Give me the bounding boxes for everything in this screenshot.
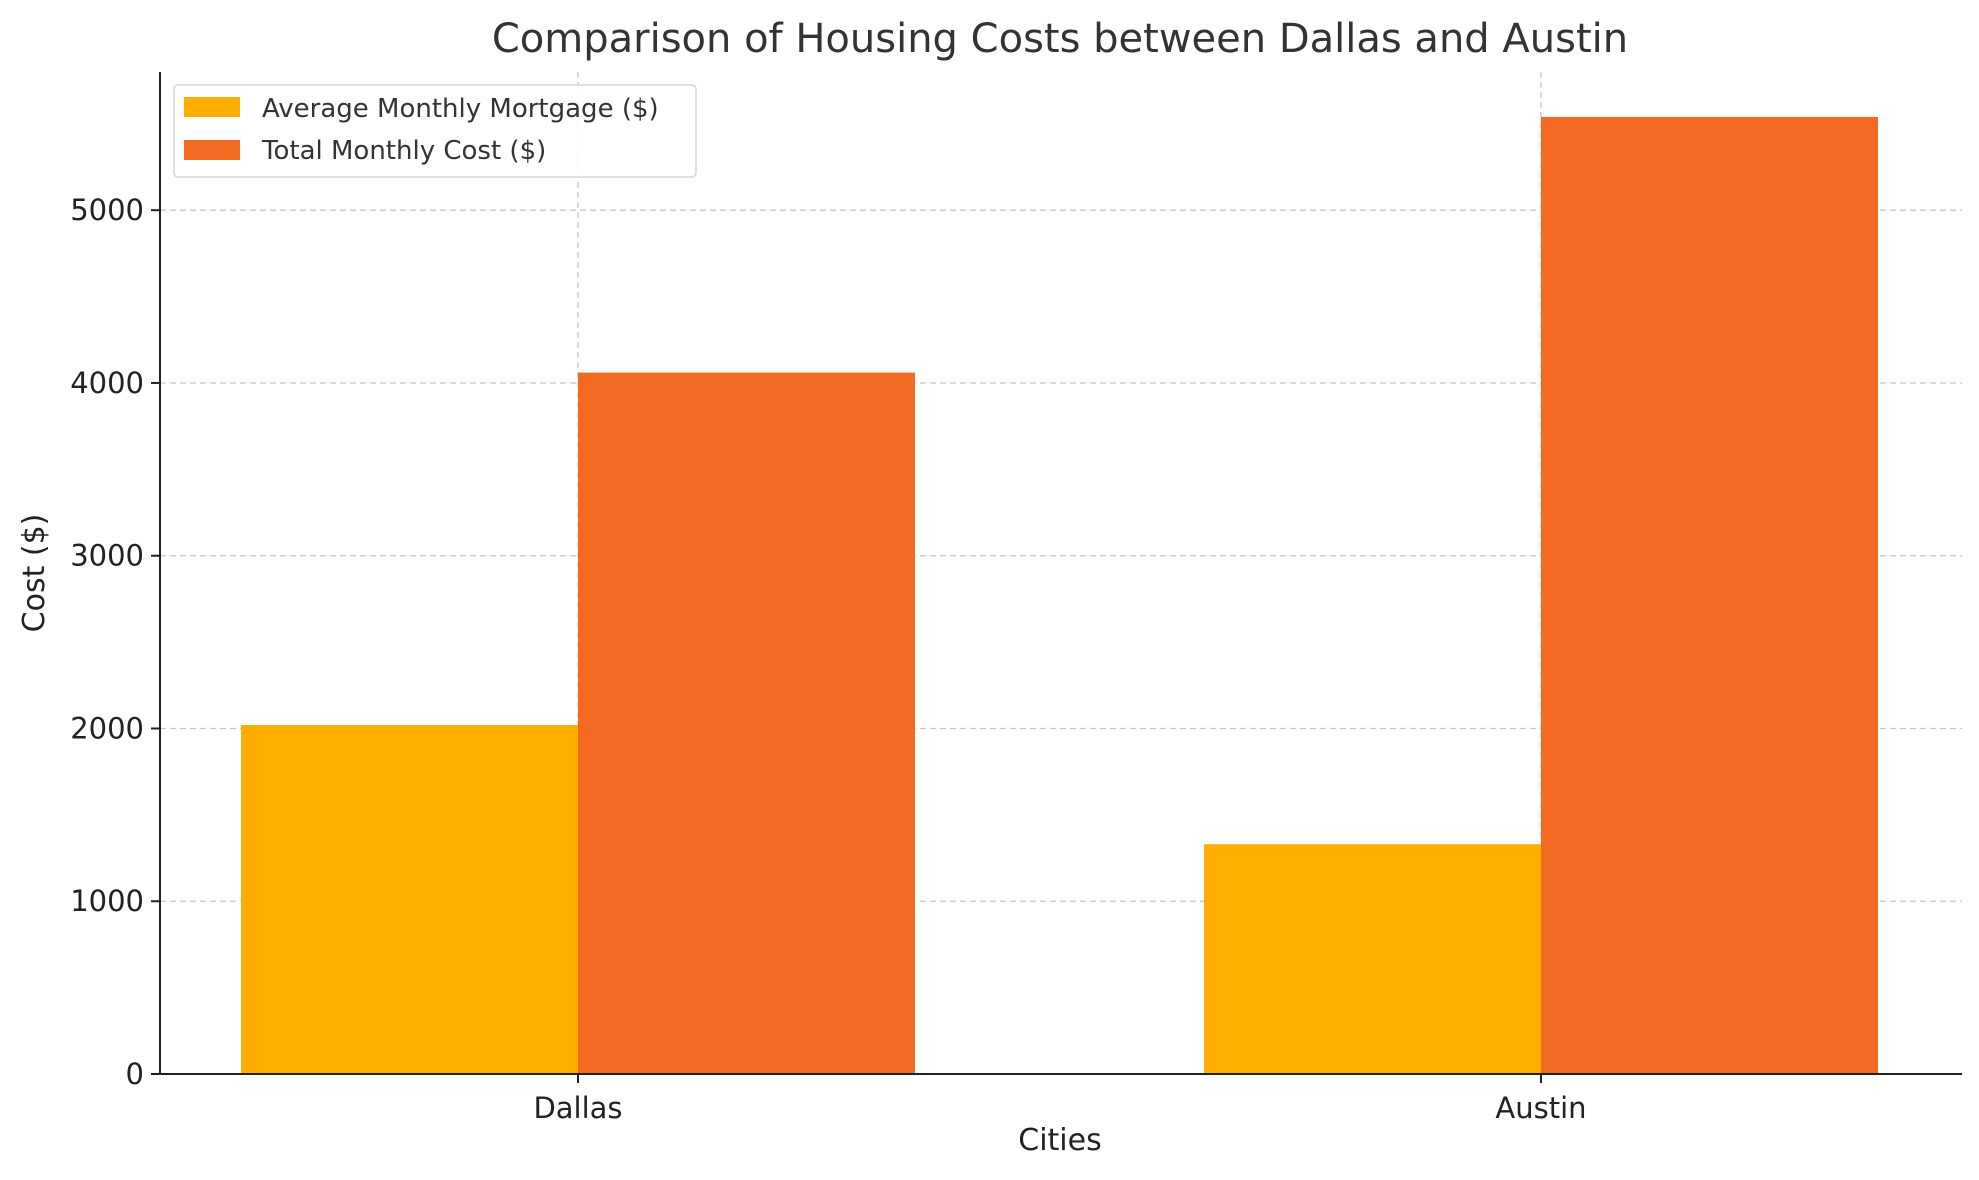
chart-title: Comparison of Housing Costs between Dall… bbox=[492, 16, 1628, 62]
legend: Average Monthly Mortgage ($) Total Month… bbox=[173, 84, 697, 178]
legend-frame bbox=[173, 84, 697, 178]
bar-austin-mortgage bbox=[1204, 844, 1541, 1074]
y-tick-label-1000: 1000 bbox=[70, 884, 144, 918]
bar-austin-total-cost bbox=[1541, 116, 1878, 1075]
y-tick-labels: 0 1000 2000 3000 4000 5000 bbox=[70, 193, 160, 1091]
y-tick-label-0: 0 bbox=[126, 1057, 144, 1091]
y-tick-label-3000: 3000 bbox=[70, 539, 144, 573]
bar-dallas-total-cost bbox=[578, 372, 915, 1075]
y-tick-label-5000: 5000 bbox=[70, 193, 144, 227]
y-tick-label-2000: 2000 bbox=[70, 711, 144, 745]
legend-label-total-cost: Total Monthly Cost ($) bbox=[261, 136, 546, 166]
legend-swatch-total-cost bbox=[184, 140, 240, 160]
x-axis-title: Cities bbox=[1018, 1123, 1101, 1158]
x-tick-label-dallas: Dallas bbox=[533, 1091, 622, 1125]
x-tick-labels: Dallas Austin bbox=[533, 1074, 1587, 1125]
y-tick-label-4000: 4000 bbox=[70, 366, 144, 400]
axes bbox=[159, 72, 1962, 1075]
legend-label-mortgage: Average Monthly Mortgage ($) bbox=[262, 94, 659, 124]
x-tick-label-austin: Austin bbox=[1495, 1091, 1586, 1125]
legend-swatch-mortgage bbox=[184, 97, 240, 117]
bars bbox=[241, 116, 1878, 1075]
y-axis-title: Cost ($) bbox=[17, 514, 52, 633]
bar-dallas-mortgage bbox=[241, 725, 578, 1074]
